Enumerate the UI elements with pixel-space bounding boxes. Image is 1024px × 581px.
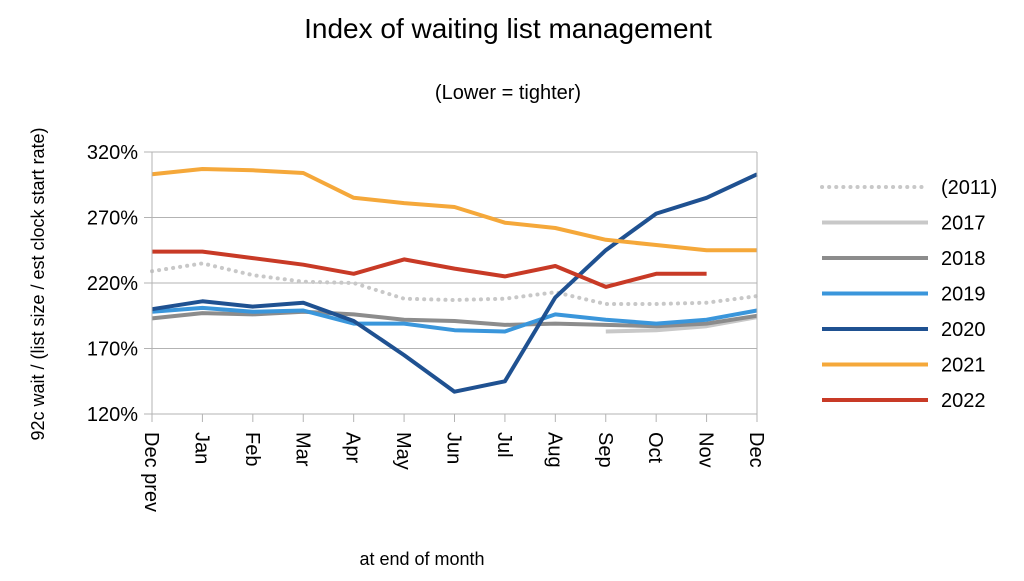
x-axis-label: at end of month: [359, 549, 484, 569]
x-tick-label: Dec prev: [140, 432, 162, 512]
legend-label: 2017: [941, 213, 986, 235]
x-tick-label: Aug: [543, 432, 565, 468]
legend-label: 2019: [941, 284, 986, 306]
series-line-2021: [151, 167, 757, 253]
x-tick-label: Mar: [291, 432, 313, 467]
series-line-2018: [151, 309, 758, 329]
chart-title: Index of waiting list management: [304, 13, 712, 44]
y-tick-label: 170%: [87, 339, 138, 361]
chart-subtitle: (Lower = tighter): [435, 82, 581, 104]
legend-label: (2011): [941, 177, 997, 199]
x-tick-label: May: [392, 432, 414, 470]
x-tick-label: Sep: [594, 432, 616, 468]
x-tick-label: Dec: [745, 432, 767, 468]
grid-lines: [152, 151, 757, 415]
legend-label: 2020: [941, 319, 986, 341]
x-tick-label: Nov: [695, 432, 717, 468]
series-line-2022: [152, 249, 707, 289]
x-tick-label: Jul: [493, 432, 515, 458]
legend: (2011) 2017 2018 2019 2020 2021 2022: [820, 177, 997, 412]
series-line-2020: [151, 172, 758, 394]
legend-label: 2018: [941, 248, 986, 270]
y-axis-label: 92c wait / (list size / est clock start …: [28, 127, 48, 440]
y-tick-label: 270%: [87, 208, 138, 230]
x-tick-label: Oct: [644, 432, 666, 464]
x-tick-label: Jun: [443, 432, 465, 464]
y-tick-label: 320%: [87, 142, 138, 164]
y-tick-label: 120%: [87, 404, 138, 426]
x-tick-label: Feb: [241, 432, 263, 466]
legend-label: 2022: [941, 390, 986, 412]
axis-ticks: 120% 170% 220% 270% 320% Dec prev Jan Feb Mar Apr…: [87, 142, 767, 512]
series-lines: [150, 167, 759, 394]
series-line-2019: [151, 305, 758, 334]
y-tick-label: 220%: [87, 273, 138, 295]
series-line-2011: [150, 261, 759, 306]
legend-label: 2021: [941, 355, 986, 377]
plot-frame: [151, 152, 758, 415]
x-tick-label: Apr: [342, 432, 364, 463]
x-tick-label: Jan: [190, 432, 212, 464]
